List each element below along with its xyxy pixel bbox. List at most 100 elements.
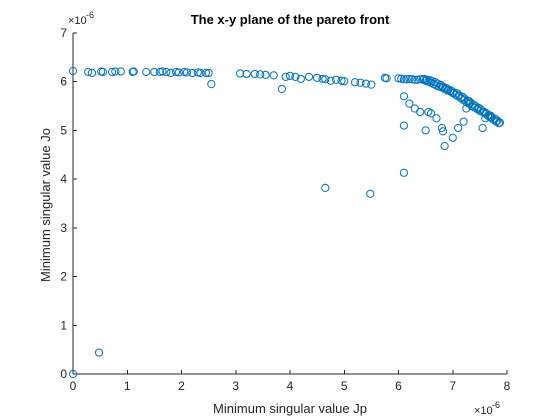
- data-point: [107, 67, 117, 77]
- y-tick-label: 5: [60, 123, 67, 137]
- data-point: [207, 80, 216, 89]
- data-point: [464, 97, 474, 106]
- x-tick-label: 3: [232, 379, 239, 393]
- data-point: [321, 75, 330, 84]
- data-point: [68, 369, 78, 379]
- data-point: [454, 123, 463, 133]
- x-exponent-base: ×10: [474, 405, 493, 417]
- data-point: [129, 67, 138, 76]
- x-tick-label: 7: [449, 379, 456, 393]
- data-point: [332, 75, 341, 84]
- data-point: [486, 111, 495, 120]
- data-point: [87, 68, 97, 78]
- data-point: [174, 68, 183, 77]
- x-tick-label: 0: [70, 379, 77, 393]
- data-point: [440, 141, 449, 151]
- data-point: [432, 114, 441, 123]
- data-point: [318, 74, 327, 83]
- data-point: [155, 67, 164, 77]
- data-point: [116, 67, 125, 76]
- y-axis-label: Minimum singular value Jo: [38, 128, 53, 282]
- data-point: [158, 67, 167, 76]
- y-tick-label: 2: [60, 270, 67, 284]
- data-point: [188, 68, 197, 78]
- data-point: [304, 72, 314, 81]
- data-point: [201, 68, 211, 78]
- data-point: [459, 117, 468, 126]
- data-point: [321, 183, 330, 193]
- y-exponent-base: ×10: [68, 15, 87, 27]
- data-point: [495, 118, 505, 127]
- data-point: [490, 114, 500, 123]
- data-point: [410, 104, 419, 113]
- data-point: [442, 83, 451, 93]
- data-point: [481, 114, 490, 123]
- data-point: [285, 71, 295, 80]
- y-tick-label: 6: [60, 75, 67, 89]
- y-exponent-power: -6: [86, 10, 94, 20]
- data-point: [394, 74, 403, 83]
- data-point: [269, 71, 278, 80]
- x-tick-label: 2: [178, 379, 185, 393]
- data-point: [399, 121, 409, 130]
- data-point: [361, 79, 371, 88]
- x-exponent-power: -6: [492, 400, 500, 410]
- data-point: [351, 78, 360, 87]
- data-point: [142, 67, 151, 77]
- y-axis-ticks: 0 1 2 3 4 5 6 7: [60, 26, 77, 381]
- data-point: [313, 73, 322, 82]
- data-point: [180, 67, 189, 77]
- data-point: [474, 103, 483, 113]
- x-axis-label: Minimum singular value Jp: [213, 401, 367, 416]
- data-point: [422, 75, 431, 84]
- data-point: [84, 67, 93, 77]
- x-tick-label: 5: [341, 379, 348, 393]
- data-point: [421, 126, 430, 135]
- data-point: [196, 68, 205, 78]
- data-point: [405, 74, 414, 83]
- data-point: [462, 104, 471, 113]
- data-point: [162, 67, 171, 77]
- data-point: [413, 75, 422, 84]
- data-point: [399, 168, 409, 177]
- y-tick-label: 3: [60, 221, 67, 235]
- data-point: [150, 67, 159, 77]
- data-point: [382, 74, 391, 83]
- x-tick-label: 4: [287, 379, 294, 393]
- data-point: [410, 75, 419, 84]
- y-axis-exponent: ×10 -6: [68, 10, 94, 27]
- data-point: [204, 68, 213, 78]
- y-tick-label: 4: [60, 172, 67, 186]
- data-point: [438, 127, 448, 136]
- data-point: [261, 70, 270, 79]
- data-point: [166, 68, 175, 78]
- y-tick-label: 7: [60, 26, 67, 40]
- data-point: [478, 123, 487, 133]
- data-point: [94, 348, 104, 357]
- data-point: [256, 70, 265, 79]
- data-point: [277, 84, 286, 94]
- data-point: [98, 67, 107, 77]
- data-point: [366, 189, 375, 198]
- data-point: [397, 74, 406, 83]
- x-tick-label: 1: [124, 379, 131, 393]
- data-point: [367, 80, 376, 89]
- data-point: [402, 75, 411, 84]
- data-point: [250, 69, 259, 79]
- data-point: [416, 107, 425, 117]
- data-point: [426, 109, 436, 118]
- x-axis-exponent: ×10 -6: [474, 400, 500, 417]
- data-point: [291, 72, 300, 81]
- data-point: [340, 77, 349, 86]
- x-axis-ticks: 0 1 2 3 4 5 6 7 8: [70, 370, 511, 393]
- chart-title: The x-y plane of the pareto front: [191, 12, 390, 27]
- data-point: [242, 69, 251, 79]
- data-points: [68, 66, 505, 379]
- data-point: [326, 76, 335, 85]
- data-point: [296, 74, 305, 83]
- data-point: [193, 68, 202, 77]
- data-point: [416, 75, 425, 84]
- data-point: [405, 99, 414, 108]
